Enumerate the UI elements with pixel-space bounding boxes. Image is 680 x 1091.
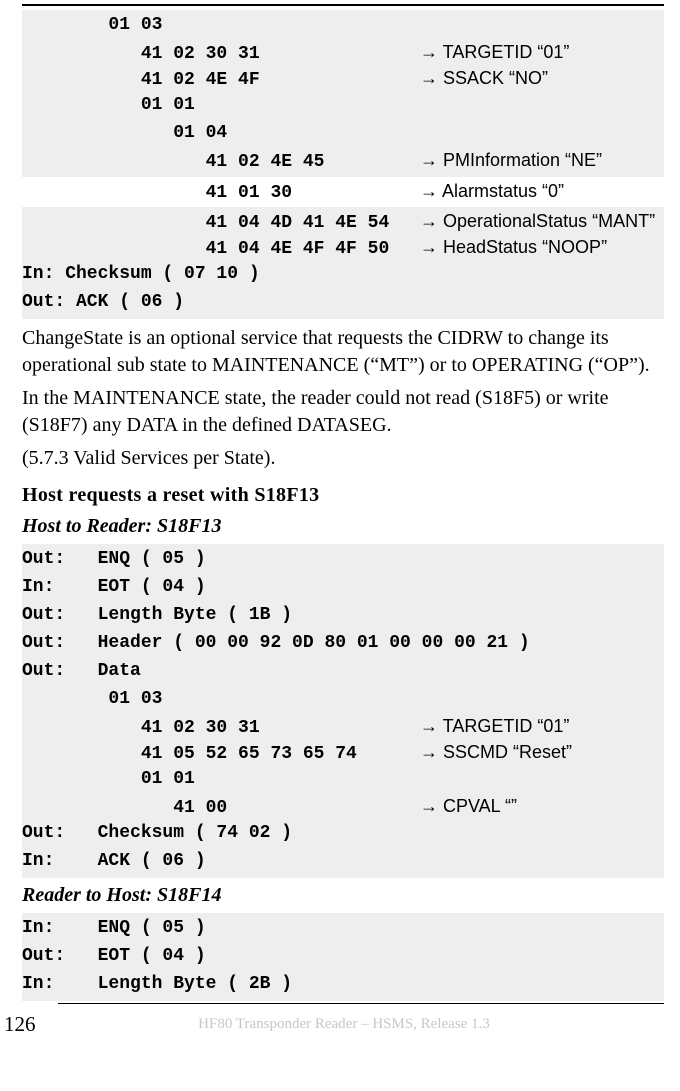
paragraph: ChangeState is an optional service that … <box>22 325 664 379</box>
hex-line: 01 03 <box>22 686 664 714</box>
code-block-bot: 41 04 4D 41 4E 54 → OperationalStatus “M… <box>22 207 664 319</box>
code-line: In: EOT ( 04 ) <box>22 574 664 602</box>
hex-row: 41 01 30 → Alarmstatus “0” <box>22 179 664 205</box>
annotation: → TARGETID “01” <box>420 40 664 64</box>
hex-row: 41 02 30 31 → TARGETID “01” <box>22 40 664 66</box>
hex-line: 41 00 <box>22 796 420 820</box>
hex-row: 41 02 4E 45 → PMInformation “NE” <box>22 148 664 174</box>
annotation: → SSACK “NO” <box>420 66 664 90</box>
hex-line: 41 04 4E 4F 4F 50 <box>22 237 420 261</box>
annotation: → PMInformation “NE” <box>420 148 664 172</box>
hex-row: 41 00 → CPVAL “” <box>22 794 664 820</box>
hex-line: 41 02 30 31 <box>22 42 420 66</box>
hex-line: 41 02 4E 45 <box>22 150 420 174</box>
hex-line: 01 03 <box>22 12 664 40</box>
code-block-mid: 41 01 30 → Alarmstatus “0” <box>22 177 664 207</box>
hex-line: 41 02 30 31 <box>22 716 420 740</box>
code-line: In: ENQ ( 05 ) <box>22 915 664 943</box>
footer-text: HF80 Transponder Reader – HSMS, Release … <box>24 1014 664 1034</box>
hex-line: 01 04 <box>22 120 664 148</box>
code-line: Out: Data <box>22 658 664 686</box>
hex-line: 41 01 30 <box>22 181 420 205</box>
footer-rule <box>58 1003 664 1004</box>
hex-row: 41 02 4E 4F → SSACK “NO” <box>22 66 664 92</box>
annotation: → CPVAL “” <box>420 794 664 818</box>
hex-row: 41 02 30 31 → TARGETID “01” <box>22 714 664 740</box>
hex-line: 41 05 52 65 73 65 74 <box>22 742 420 766</box>
hex-line: 41 04 4D 41 4E 54 <box>22 211 420 235</box>
code-line: Out: Checksum ( 74 02 ) <box>22 820 664 848</box>
hex-row: 41 04 4E 4F 4F 50 → HeadStatus “NOOP” <box>22 235 664 261</box>
code-line: Out: Header ( 00 00 92 0D 80 01 00 00 00… <box>22 630 664 658</box>
hex-line: 01 01 <box>22 766 664 794</box>
code-block-top: 01 03 41 02 30 31 → TARGETID “01” 41 02 … <box>22 10 664 177</box>
hex-row: 41 04 4D 41 4E 54 → OperationalStatus “M… <box>22 209 664 235</box>
annotation: → HeadStatus “NOOP” <box>420 235 664 259</box>
code-line: Out: ACK ( 06 ) <box>22 289 664 317</box>
code-line: Out: Length Byte ( 1B ) <box>22 602 664 630</box>
paragraph: (5.7.3 Valid Services per State). <box>22 445 664 472</box>
hex-row: 41 05 52 65 73 65 74 → SSCMD “Reset” <box>22 740 664 766</box>
heading-2: Host requests a reset with S18F13 <box>22 482 664 509</box>
code-line: Out: ENQ ( 05 ) <box>22 546 664 574</box>
code-line: Out: EOT ( 04 ) <box>22 943 664 971</box>
heading-3: Reader to Host: S18F14 <box>22 882 664 909</box>
heading-3: Host to Reader: S18F13 <box>22 513 664 540</box>
annotation: → Alarmstatus “0” <box>420 179 664 203</box>
top-rule <box>22 4 664 6</box>
code-line: In: Length Byte ( 2B ) <box>22 971 664 999</box>
page: 01 03 41 02 30 31 → TARGETID “01” 41 02 … <box>0 4 680 1038</box>
footer: 126 HF80 Transponder Reader – HSMS, Rele… <box>22 1010 664 1038</box>
annotation: → OperationalStatus “MANT” <box>420 209 664 233</box>
annotation: → SSCMD “Reset” <box>420 740 664 764</box>
code-block-reader-to-host: In: ENQ ( 05 ) Out: EOT ( 04 ) In: Lengt… <box>22 913 664 1001</box>
hex-line: 41 02 4E 4F <box>22 68 420 92</box>
annotation: → TARGETID “01” <box>420 714 664 738</box>
paragraph: In the MAINTENANCE state, the reader cou… <box>22 385 664 439</box>
code-line: In: Checksum ( 07 10 ) <box>22 261 664 289</box>
hex-line: 01 01 <box>22 92 664 120</box>
code-block-host-to-reader: Out: ENQ ( 05 ) In: EOT ( 04 ) Out: Leng… <box>22 544 664 878</box>
code-line: In: ACK ( 06 ) <box>22 848 664 876</box>
